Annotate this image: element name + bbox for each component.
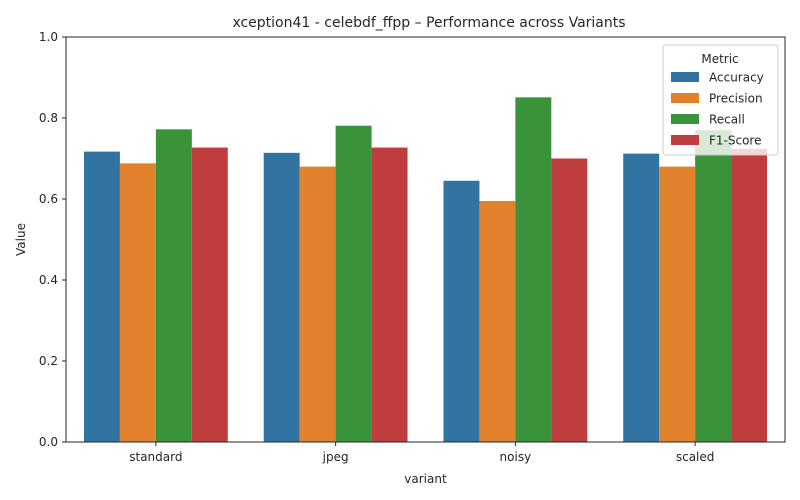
- legend-swatch-recall: [671, 114, 699, 124]
- bar-standard-recall: [155, 129, 192, 442]
- legend-swatch-accuracy: [671, 72, 699, 82]
- bar-scaled-precision: [659, 166, 696, 442]
- y-tick-label: 1.0: [39, 30, 58, 44]
- bars-layer: [83, 97, 768, 443]
- x-tick-label: noisy: [500, 450, 532, 464]
- bar-standard-accuracy: [83, 151, 120, 443]
- legend-title: Metric: [701, 52, 738, 66]
- bar-noisy-recall: [515, 97, 552, 442]
- y-tick-label: 0.4: [39, 273, 58, 287]
- legend-label-accuracy: Accuracy: [709, 71, 764, 85]
- bar-scaled-accuracy: [623, 153, 660, 442]
- x-tick-label: jpeg: [322, 450, 349, 464]
- legend-label-recall: Recall: [709, 113, 745, 127]
- bar-scaled-recall: [695, 130, 732, 442]
- bar-jpeg-f1-score: [371, 147, 408, 442]
- bar-noisy-f1-score: [551, 158, 588, 442]
- bar-jpeg-precision: [299, 166, 336, 442]
- y-tick-label: 0.8: [39, 111, 58, 125]
- bar-jpeg-accuracy: [263, 152, 300, 442]
- bar-scaled-f1-score: [731, 148, 768, 442]
- legend-swatch-f1-score: [671, 135, 699, 145]
- x-tick-label: standard: [129, 450, 182, 464]
- bar-standard-precision: [119, 163, 156, 443]
- bar-noisy-accuracy: [443, 180, 480, 442]
- y-tick-label: 0.2: [39, 354, 58, 368]
- y-tick-label: 0.6: [39, 192, 58, 206]
- legend-label-precision: Precision: [709, 92, 763, 106]
- bar-noisy-precision: [479, 201, 516, 442]
- bar-jpeg-recall: [335, 125, 372, 442]
- legend-swatch-precision: [671, 93, 699, 103]
- plot-frame: [65, 36, 786, 443]
- x-axis-label: variant: [404, 472, 447, 486]
- legend-items: Accuracy Precision Recall F1-Score: [671, 71, 764, 148]
- bar-standard-f1-score: [191, 147, 228, 442]
- x-tick-label: scaled: [676, 450, 715, 464]
- x-axis: standard jpeg noisy scaled: [129, 442, 714, 464]
- chart-title: xception41 - celebdf_ffpp – Performance …: [232, 15, 625, 31]
- legend-label-f1-score: F1-Score: [709, 134, 761, 148]
- y-axis: 0.0 0.2 0.4 0.6 0.8 1.0: [39, 30, 66, 449]
- y-tick-label: 0.0: [39, 435, 58, 449]
- legend: Metric Accuracy Precision Recall F1-Score: [662, 44, 779, 156]
- y-axis-label: Value: [14, 223, 28, 256]
